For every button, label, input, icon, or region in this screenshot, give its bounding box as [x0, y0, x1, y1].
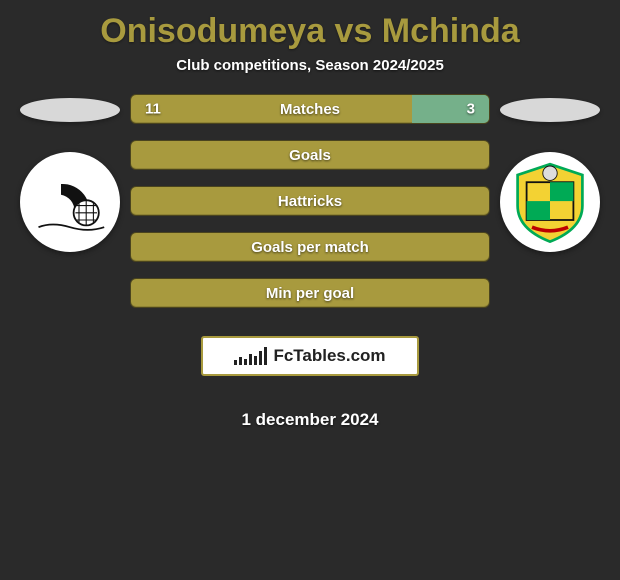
- brand-chart-icon: [234, 347, 267, 365]
- right-team-crest[interactable]: [500, 152, 600, 252]
- stat-bar-matches: 11 Matches 3: [130, 94, 490, 124]
- left-side: [20, 94, 120, 252]
- stat-right-value: 3: [467, 101, 475, 118]
- dolphin-crest-icon: [25, 157, 115, 247]
- stat-label: Goals: [131, 147, 489, 164]
- stat-bar-min-per-goal: Min per goal: [130, 278, 490, 308]
- stat-label: Goals per match: [131, 239, 489, 256]
- stat-bar-goals: Goals: [130, 140, 490, 170]
- brand-link[interactable]: FcTables.com: [201, 336, 419, 376]
- right-side: [500, 94, 600, 252]
- page-subtitle: Club competitions, Season 2024/2025: [0, 57, 620, 94]
- stat-label: Min per goal: [131, 285, 489, 302]
- stats-column: 11 Matches 3 Goals Hattricks Goals per m…: [130, 94, 490, 430]
- left-team-crest[interactable]: [20, 152, 120, 252]
- stat-label: Hattricks: [131, 193, 489, 210]
- right-player-ellipse: [500, 98, 600, 122]
- comparison-date: 1 december 2024: [130, 392, 490, 430]
- stat-bar-hattricks: Hattricks: [130, 186, 490, 216]
- page-title: Onisodumeya vs Mchinda: [0, 0, 620, 57]
- brand-text: FcTables.com: [273, 346, 385, 366]
- stat-label: Matches: [131, 101, 489, 118]
- main-row: 11 Matches 3 Goals Hattricks Goals per m…: [0, 94, 620, 430]
- left-player-ellipse: [20, 98, 120, 122]
- comparison-widget: Onisodumeya vs Mchinda Club competitions…: [0, 0, 620, 430]
- stat-bar-goals-per-match: Goals per match: [130, 232, 490, 262]
- shield-crest-icon: [505, 157, 595, 247]
